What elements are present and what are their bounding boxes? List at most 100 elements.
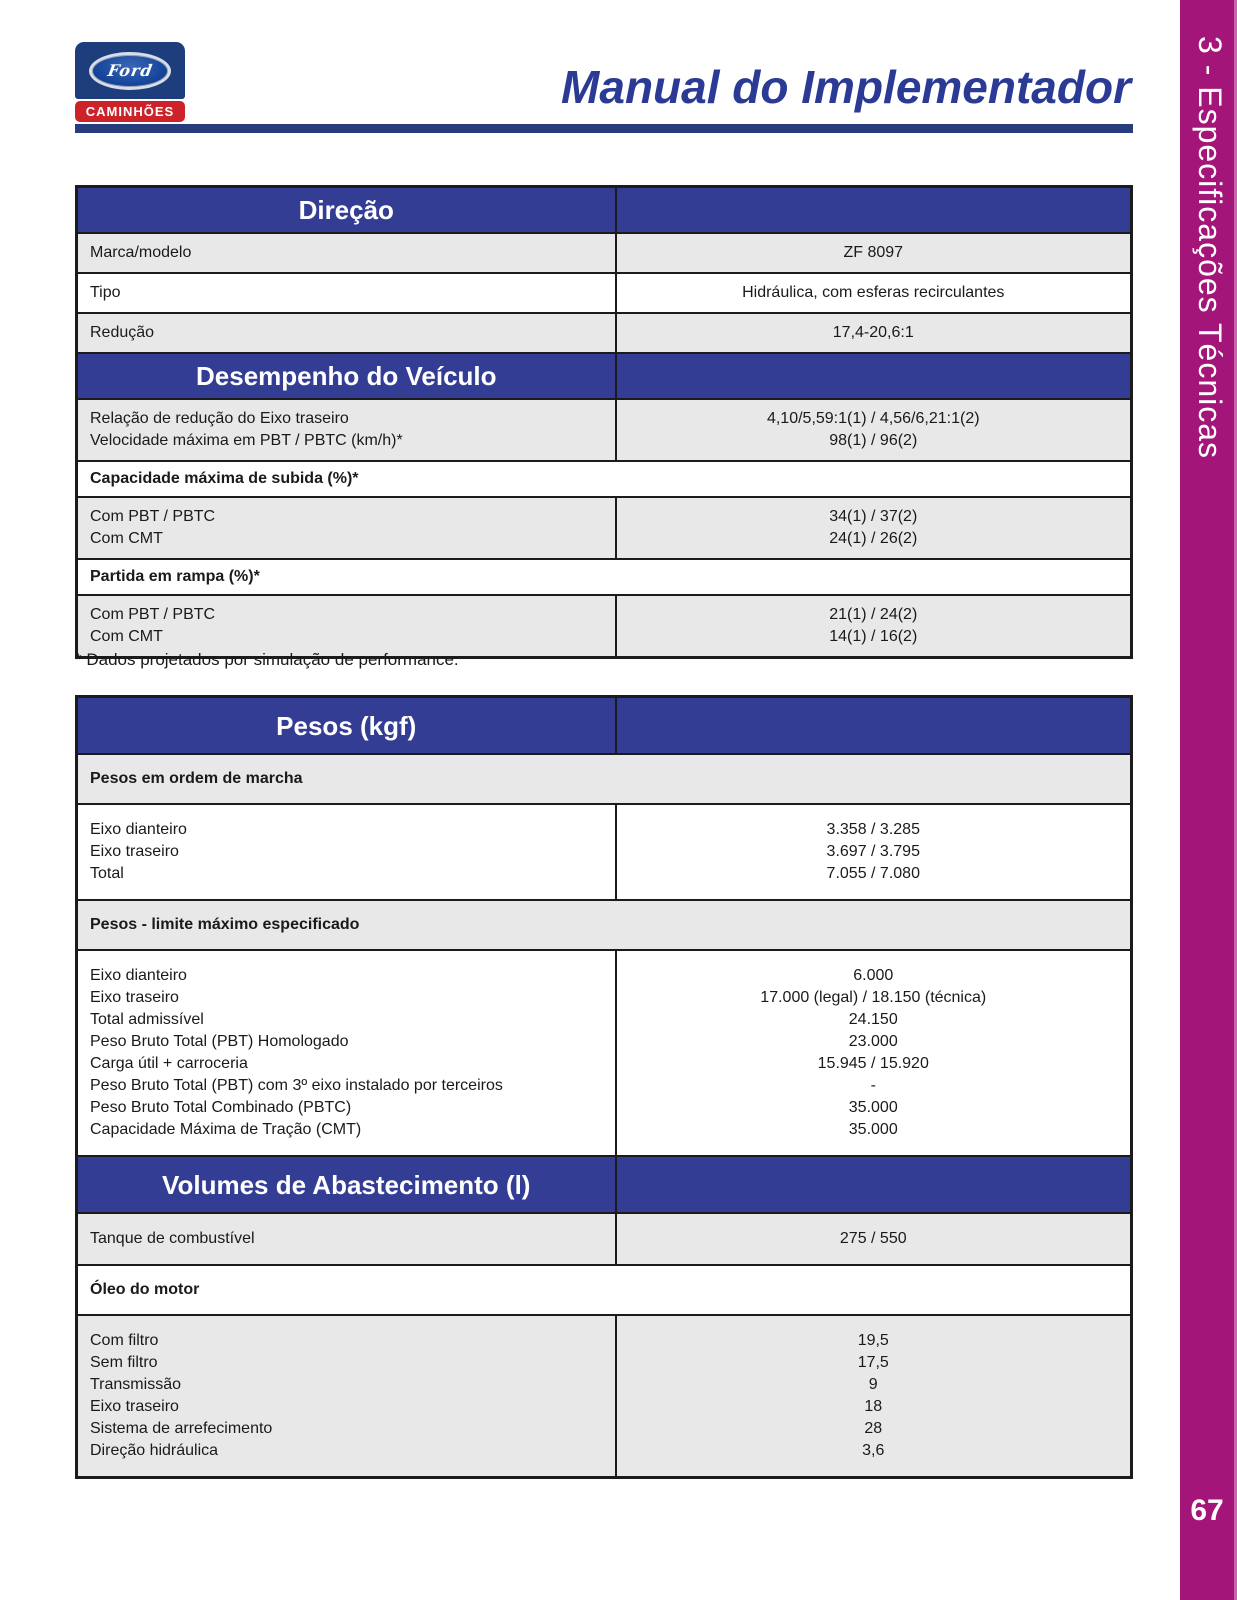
value-cell: 6.000 17.000 (legal) / 18.150 (técnica) 24… xyxy=(614,951,1130,1155)
spec-label: Marca/modelo xyxy=(90,244,192,261)
spec-value: 24(1) / 26(2) xyxy=(829,530,918,547)
spec-row: Eixo dianteiro Eixo traseiro Total 3.358 / … xyxy=(78,803,1130,899)
spec-label: Com CMT xyxy=(90,628,163,645)
spec-value: 6.000 xyxy=(853,967,894,984)
spec-value: 14(1) / 16(2) xyxy=(829,628,918,645)
subsection-title: Capacidade máxima de subida (%)* xyxy=(90,470,359,487)
label-cell: Tanque de combustível xyxy=(78,1214,615,1264)
spec-value: 15.945 / 15.920 xyxy=(817,1055,929,1072)
subsection-title: Partida em rampa (%)* xyxy=(90,568,260,585)
spec-row: Com PBT / PBTC Com CMT 21(1) / 24(2) 14(1) … xyxy=(78,594,1130,656)
label-cell: Com PBT / PBTC Com CMT xyxy=(78,596,615,656)
spec-value: 23.000 xyxy=(848,1033,898,1050)
table-pesos-volumes: Pesos (kgf) Pesos em ordem de marcha Eixo … xyxy=(75,695,1133,1479)
spec-label: Com CMT xyxy=(90,530,163,547)
spec-value: 19,5 xyxy=(857,1332,889,1349)
spec-label: Carga útil + carroceria xyxy=(90,1055,248,1072)
spec-value: 3.358 / 3.285 xyxy=(826,821,920,838)
spec-row: Tanque de combustível 275 / 550 xyxy=(78,1212,1130,1264)
value-cell: 3.358 / 3.285 3.697 / 3.795 7.055 / 7.080 xyxy=(614,805,1130,899)
label-cell: Redução xyxy=(78,314,615,352)
header-rule xyxy=(75,124,1133,133)
subsection-title: Pesos - limite máximo especificado xyxy=(90,916,360,933)
spec-label: Tipo xyxy=(90,284,121,301)
label-cell: Pesos (kgf) xyxy=(78,698,615,753)
value-cell: 19,5 17,5 9 18 28 3,6 xyxy=(614,1316,1130,1476)
ford-logo-panel: Ford xyxy=(75,42,185,99)
spec-row: Com PBT / PBTC Com CMT 34(1) / 37(2) 24(1) … xyxy=(78,496,1130,558)
spec-value: 17.000 (legal) / 18.150 (técnica) xyxy=(760,989,987,1006)
table-direcao-desempenho: Direção Marca/modelo ZF 8097 Tipo Hidráulica… xyxy=(75,185,1133,659)
spec-label: Sistema de arrefecimento xyxy=(90,1420,273,1437)
spec-value: 17,4-20,6:1 xyxy=(832,324,914,341)
spec-value: Hidráulica, com esferas recirculantes xyxy=(742,284,1005,301)
value-cell: 17,4-20,6:1 xyxy=(614,314,1130,352)
spec-label: Sem filtro xyxy=(90,1354,158,1371)
subsection-row: Partida em rampa (%)* xyxy=(78,558,1130,594)
spec-value: 3,6 xyxy=(862,1442,885,1459)
spec-label: Eixo dianteiro xyxy=(90,967,187,984)
subsection-title: Óleo do motor xyxy=(90,1281,200,1298)
spec-row: Eixo dianteiro Eixo traseiro Total admissí… xyxy=(78,949,1130,1155)
value-cell: 34(1) / 37(2) 24(1) / 26(2) xyxy=(614,498,1130,558)
spec-value: 3.697 / 3.795 xyxy=(826,843,920,860)
spec-value: 7.055 / 7.080 xyxy=(826,865,920,882)
table-title: Volumes de Abastecimento (l) xyxy=(162,1169,531,1200)
spec-value: 21(1) / 24(2) xyxy=(829,606,918,623)
spec-label: Com PBT / PBTC xyxy=(90,606,216,623)
subsection-row: Pesos - limite máximo especificado xyxy=(78,899,1130,949)
table-title: Direção xyxy=(298,195,394,225)
spec-value: 9 xyxy=(868,1376,878,1393)
value-cell: ZF 8097 xyxy=(614,234,1130,272)
spec-label: Peso Bruto Total (PBT) Homologado xyxy=(90,1033,349,1050)
spec-value: 34(1) / 37(2) xyxy=(829,508,918,525)
spec-label: Velocidade máxima em PBT / PBTC (km/h)* xyxy=(90,432,403,449)
label-cell: Com PBT / PBTC Com CMT xyxy=(78,498,615,558)
label-cell: Eixo dianteiro Eixo traseiro Total admissí… xyxy=(78,951,615,1155)
spec-label: Direção hidráulica xyxy=(90,1442,219,1459)
label-cell: Com filtro Sem filtro Transmissão Eixo tras… xyxy=(78,1316,615,1476)
spec-value: 24.150 xyxy=(848,1011,898,1028)
spec-value: 98(1) / 96(2) xyxy=(829,432,918,449)
value-cell xyxy=(614,1157,1130,1212)
spec-value: - xyxy=(870,1077,876,1094)
subsection-row: Óleo do motor xyxy=(78,1264,1130,1314)
subsection-row: Capacidade máxima de subida (%)* xyxy=(78,460,1130,496)
label-cell: Direção xyxy=(78,188,615,232)
spec-label: Eixo traseiro xyxy=(90,843,179,860)
subsection-title: Pesos em ordem de marcha xyxy=(90,770,303,787)
label-cell: Eixo dianteiro Eixo traseiro Total xyxy=(78,805,615,899)
spec-row: Redução 17,4-20,6:1 xyxy=(78,312,1130,352)
spec-label: Redução xyxy=(90,324,155,341)
spec-label: Eixo traseiro xyxy=(90,1398,179,1415)
ford-caminhoes-logo: Ford CAMINHÕES xyxy=(75,42,185,122)
spec-row: Com filtro Sem filtro Transmissão Eixo tras… xyxy=(78,1314,1130,1476)
spec-value: 275 / 550 xyxy=(839,1230,907,1247)
spec-value: 17,5 xyxy=(857,1354,889,1371)
spec-label: Tanque de combustível xyxy=(90,1230,255,1247)
spec-label: Total admissível xyxy=(90,1011,204,1028)
table-section-header-row: Pesos (kgf) xyxy=(78,698,1130,753)
spec-value: 35.000 xyxy=(848,1099,898,1116)
value-cell: 4,10/5,59:1(1) / 4,56/6,21:1(2) 98(1) / 9… xyxy=(614,400,1130,460)
spec-label: Peso Bruto Total (PBT) com 3º eixo insta… xyxy=(90,1077,503,1094)
value-cell xyxy=(614,188,1130,232)
ford-oval-icon: Ford xyxy=(89,51,171,90)
subsection-row: Pesos em ordem de marcha xyxy=(78,753,1130,803)
spec-row: Tipo Hidráulica, com esferas recirculante… xyxy=(78,272,1130,312)
caminhoes-badge: CAMINHÕES xyxy=(75,101,185,122)
spec-label: Eixo traseiro xyxy=(90,989,179,1006)
spec-label: Com filtro xyxy=(90,1332,159,1349)
value-cell xyxy=(614,698,1130,753)
label-cell: Volumes de Abastecimento (l) xyxy=(78,1157,615,1212)
spec-label: Capacidade Máxima de Tração (CMT) xyxy=(90,1121,362,1138)
table-section-header-row: Direção xyxy=(78,188,1130,232)
value-cell: 21(1) / 24(2) 14(1) / 16(2) xyxy=(614,596,1130,656)
spec-label: Peso Bruto Total Combinado (PBTC) xyxy=(90,1099,352,1116)
table-title: Pesos (kgf) xyxy=(276,710,417,741)
spec-value: ZF 8097 xyxy=(843,244,904,261)
performance-footnote: * Dados projetados por simulação de perf… xyxy=(75,650,459,669)
spec-label: Total xyxy=(90,865,124,882)
spec-value: 4,10/5,59:1(1) / 4,56/6,21:1(2) xyxy=(766,410,980,427)
spec-label: Relação de redução do Eixo traseiro xyxy=(90,410,349,427)
